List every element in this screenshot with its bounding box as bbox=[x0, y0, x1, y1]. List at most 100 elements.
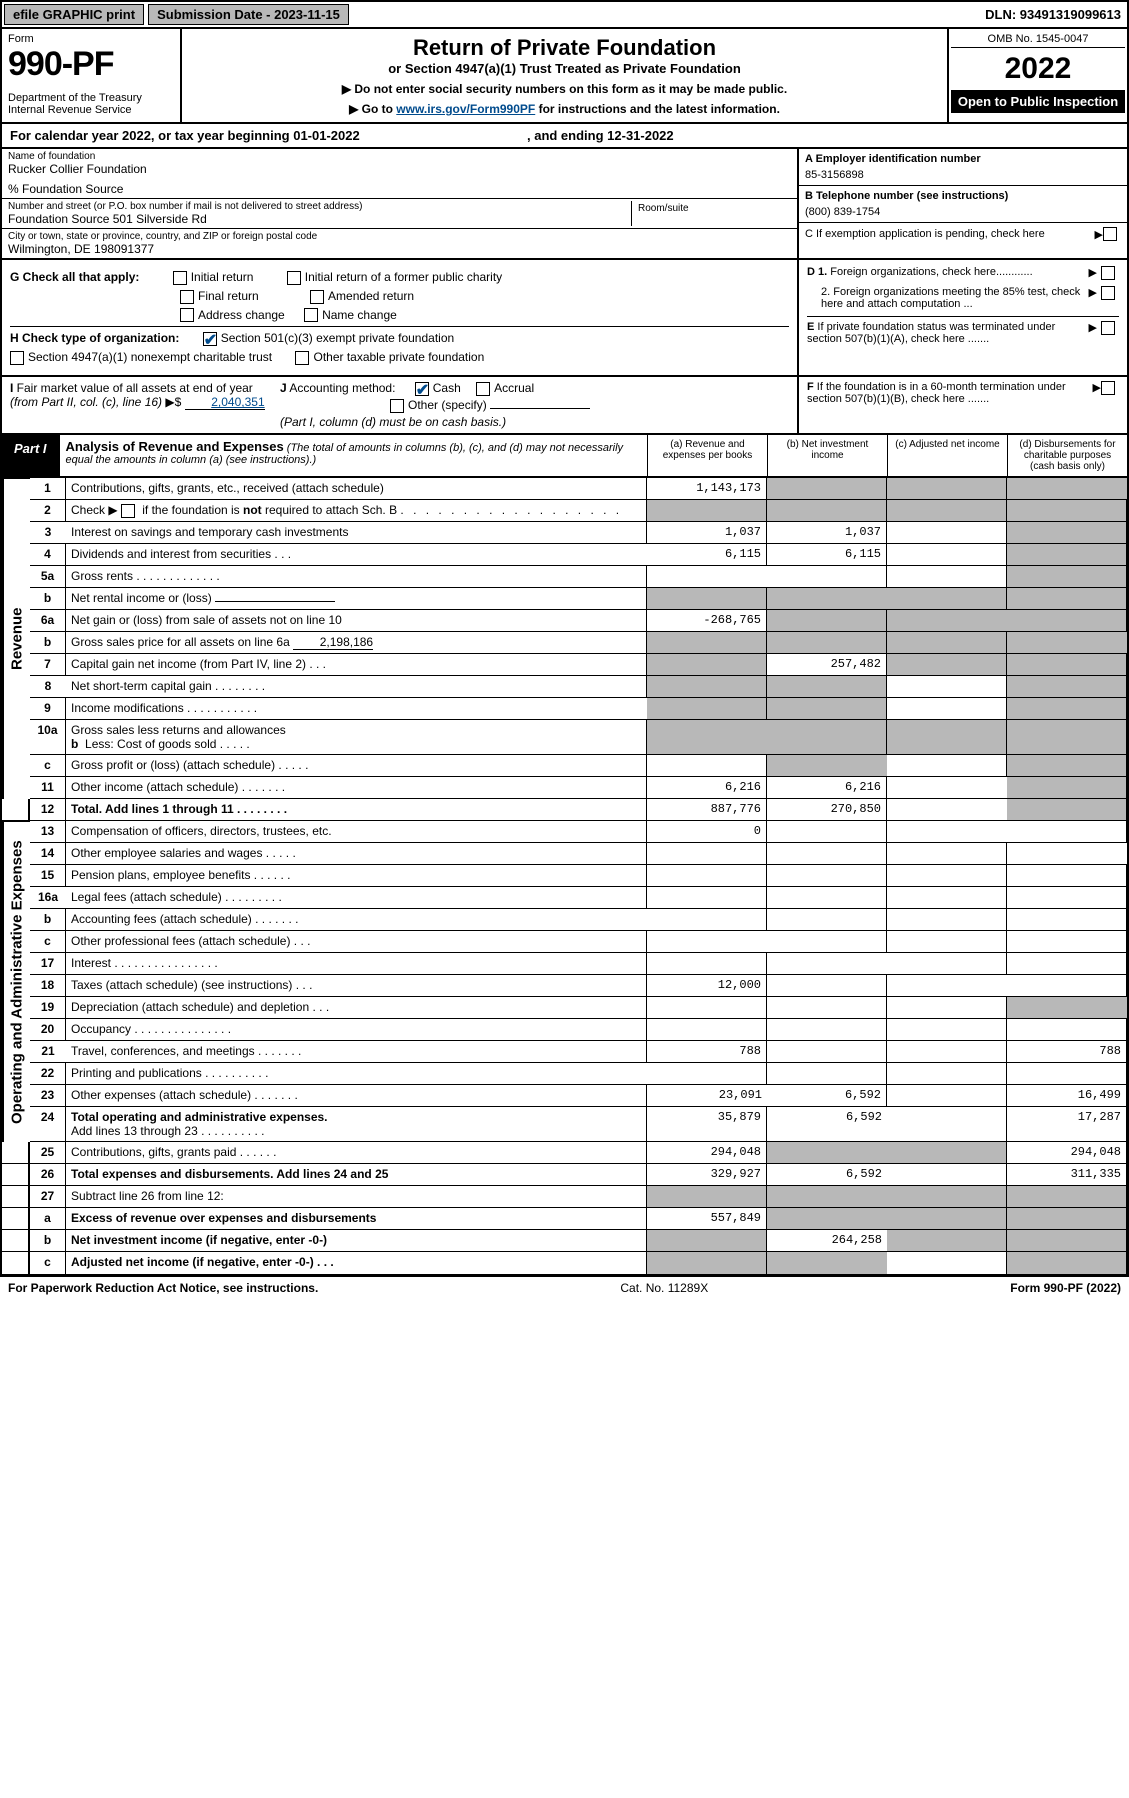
ln: 14 bbox=[30, 843, 66, 865]
r27b-desc: Net investment income (if negative, ente… bbox=[71, 1233, 327, 1247]
cell-b bbox=[767, 953, 887, 975]
ein-label: A Employer identification number bbox=[805, 153, 1121, 165]
cell-d bbox=[1007, 1019, 1127, 1041]
g-final-checkbox[interactable] bbox=[180, 290, 194, 304]
tax-year: 2022 bbox=[951, 48, 1125, 90]
r27a-desc: Excess of revenue over expenses and disb… bbox=[71, 1211, 376, 1225]
cell-c bbox=[887, 821, 1007, 843]
ln: a bbox=[30, 1208, 66, 1230]
g-name-checkbox[interactable] bbox=[304, 308, 318, 322]
side-blank bbox=[2, 1186, 30, 1208]
cell-d bbox=[1007, 821, 1127, 843]
cell-a bbox=[647, 997, 767, 1019]
r10b-ln: b bbox=[71, 737, 78, 751]
omb-number: OMB No. 1545-0047 bbox=[951, 31, 1125, 48]
ein-value: 85-3156898 bbox=[805, 169, 1121, 181]
dln: DLN: 93491319099613 bbox=[985, 7, 1127, 22]
r10b-desc: Less: Cost of goods sold . . . . . bbox=[85, 737, 250, 751]
cell-d bbox=[1007, 799, 1127, 821]
j-other-checkbox[interactable] bbox=[390, 399, 404, 413]
cell-d bbox=[1007, 698, 1127, 720]
d2-checkbox[interactable] bbox=[1101, 286, 1115, 300]
col-c-header: (c) Adjusted net income bbox=[887, 435, 1007, 476]
exemption-pending-cell: C If exemption application is pending, c… bbox=[799, 223, 1127, 245]
cell-c bbox=[887, 1019, 1007, 1041]
cell-c bbox=[887, 698, 1007, 720]
row-desc: Occupancy . . . . . . . . . . . . . . . bbox=[66, 1019, 647, 1041]
cell-c bbox=[887, 1085, 1007, 1107]
j-cash-checkbox[interactable] bbox=[415, 382, 429, 396]
g-initial-checkbox[interactable] bbox=[173, 271, 187, 285]
f-checkbox[interactable] bbox=[1101, 381, 1115, 395]
row-desc: Total expenses and disbursements. Add li… bbox=[66, 1164, 647, 1186]
d1-checkbox[interactable] bbox=[1101, 266, 1115, 280]
ln: 4 bbox=[30, 544, 66, 566]
cell-a: 294,048 bbox=[647, 1142, 767, 1164]
h-501c3-checkbox[interactable] bbox=[203, 332, 217, 346]
row-desc: Gross profit or (loss) (attach schedule)… bbox=[66, 755, 647, 777]
header-mid: Return of Private Foundation or Section … bbox=[182, 29, 947, 122]
row-desc: Net short-term capital gain . . . . . . … bbox=[66, 676, 647, 698]
g-initial-former-checkbox[interactable] bbox=[287, 271, 301, 285]
g-address-checkbox[interactable] bbox=[180, 308, 194, 322]
cell-a bbox=[647, 865, 767, 887]
cell-a bbox=[647, 843, 767, 865]
row-desc: Depreciation (attach schedule) and deple… bbox=[66, 997, 647, 1019]
h-other-checkbox[interactable] bbox=[295, 351, 309, 365]
cell-d bbox=[1007, 1230, 1127, 1252]
fmv-link[interactable]: 2,040,351 bbox=[185, 395, 265, 410]
j-accrual-checkbox[interactable] bbox=[476, 382, 490, 396]
cell-d bbox=[1007, 500, 1127, 522]
cell-c bbox=[887, 500, 1007, 522]
e-checkbox[interactable] bbox=[1101, 321, 1115, 335]
ln: 19 bbox=[30, 997, 66, 1019]
footer: For Paperwork Reduction Act Notice, see … bbox=[0, 1276, 1129, 1299]
foundation-name-cell: Name of foundation Rucker Collier Founda… bbox=[2, 149, 797, 199]
cell-b bbox=[767, 566, 887, 588]
cell-b: 1,037 bbox=[767, 522, 887, 544]
triangle-icon: ▶ bbox=[1089, 266, 1097, 279]
cell-a: 1,143,173 bbox=[647, 478, 767, 500]
open-to-public: Open to Public Inspection bbox=[951, 90, 1125, 113]
cell-b: 270,850 bbox=[767, 799, 887, 821]
cell-a: 557,849 bbox=[647, 1208, 767, 1230]
cell-a bbox=[647, 1230, 767, 1252]
calendar-year-row: For calendar year 2022, or tax year begi… bbox=[0, 124, 1129, 149]
c-checkbox[interactable] bbox=[1103, 227, 1117, 241]
ln: b bbox=[30, 909, 66, 931]
cell-b bbox=[767, 478, 887, 500]
check-right: D 1. D 1. Foreign organizations, check h… bbox=[797, 260, 1127, 375]
cell-d bbox=[1007, 720, 1127, 755]
row-desc: Capital gain net income (from Part IV, l… bbox=[66, 654, 647, 676]
ln: b bbox=[30, 632, 66, 654]
ln: 2 bbox=[30, 500, 66, 522]
cell-b bbox=[767, 1063, 887, 1085]
ln: 11 bbox=[30, 777, 66, 799]
cal-text: For calendar year 2022, or tax year begi… bbox=[10, 128, 360, 143]
cell-c bbox=[887, 909, 1007, 931]
ln: b bbox=[30, 1230, 66, 1252]
cell-d bbox=[1007, 610, 1127, 632]
ln: 12 bbox=[30, 799, 66, 821]
r5b-desc: Net rental income or (loss) bbox=[71, 591, 212, 605]
cell-d bbox=[1007, 588, 1127, 610]
form-link[interactable]: www.irs.gov/Form990PF bbox=[396, 102, 535, 116]
g-amended-checkbox[interactable] bbox=[310, 290, 324, 304]
cell-d: 311,335 bbox=[1007, 1164, 1127, 1186]
cell-b bbox=[767, 1186, 887, 1208]
foundation-name: Rucker Collier Foundation bbox=[8, 162, 791, 176]
row-desc: Compensation of officers, directors, tru… bbox=[66, 821, 647, 843]
row-desc: Other professional fees (attach schedule… bbox=[66, 931, 647, 953]
row-desc: Contributions, gifts, grants, etc., rece… bbox=[66, 478, 647, 500]
row-desc: Total operating and administrative expen… bbox=[66, 1107, 647, 1142]
row-desc: Printing and publications . . . . . . . … bbox=[66, 1063, 647, 1085]
schb-checkbox[interactable] bbox=[121, 504, 135, 518]
row-desc: Gross rents . . . . . . . . . . . . . bbox=[66, 566, 647, 588]
ln: 9 bbox=[30, 698, 66, 720]
row-desc: Pension plans, employee benefits . . . .… bbox=[66, 865, 647, 887]
h-4947-checkbox[interactable] bbox=[10, 351, 24, 365]
col-d-header: (d) Disbursements for charitable purpose… bbox=[1007, 435, 1127, 476]
cell-c bbox=[887, 1230, 1007, 1252]
cell-a bbox=[647, 720, 767, 755]
footer-left: For Paperwork Reduction Act Notice, see … bbox=[8, 1281, 318, 1295]
